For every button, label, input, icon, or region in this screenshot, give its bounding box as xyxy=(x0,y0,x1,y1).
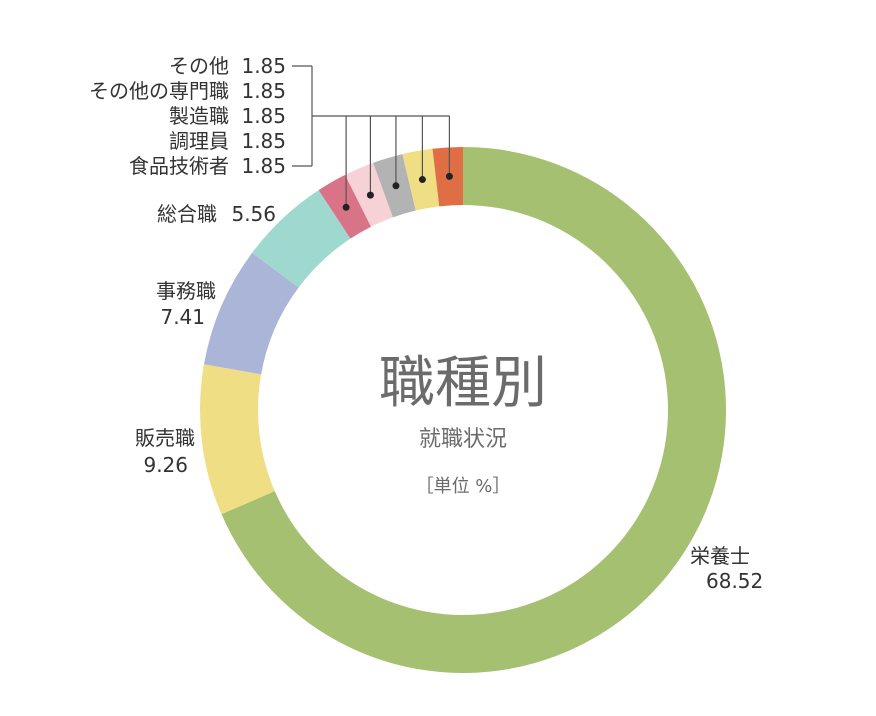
leader-dot-6 xyxy=(392,182,400,190)
slice-label-sonota-senmon: その他の専門職 xyxy=(89,79,229,103)
donut-slices xyxy=(200,147,727,673)
slice-value-sonota: 1.85 xyxy=(241,54,286,78)
slice-value-jimu: 7.41 xyxy=(160,305,205,329)
chart-subtitle: 就職状況 xyxy=(419,427,507,452)
slice-value-hanbai: 9.26 xyxy=(143,453,188,477)
slice-label-seizou: 製造職 xyxy=(169,104,229,128)
slice-label-eiyoushi: 栄養士 xyxy=(690,544,750,568)
slice-label-sougou: 総合職 xyxy=(157,202,217,226)
slice-value-seizou: 1.85 xyxy=(241,104,286,128)
slice-1 xyxy=(200,364,275,515)
leader-dot-5 xyxy=(366,191,374,199)
slice-value-sougou: 5.56 xyxy=(231,202,276,226)
slice-label-shokuhin: 食品技術者 xyxy=(129,154,229,178)
slice-label-jimu: 事務職 xyxy=(156,279,216,303)
leader-lines xyxy=(292,65,453,211)
leader-dot-8 xyxy=(445,172,453,180)
slice-value-shokuhin: 1.85 xyxy=(241,154,286,178)
leader-dot-4 xyxy=(342,203,350,211)
slice-label-chouri: 調理員 xyxy=(169,129,229,153)
slice-label-hanbai: 販売職 xyxy=(135,426,195,450)
chart-unit-label: ［単位 %］ xyxy=(416,476,511,497)
slice-3 xyxy=(252,190,351,288)
slice-2 xyxy=(204,252,299,375)
chart-title: 職種別 xyxy=(379,351,547,416)
slice-value-chouri: 1.85 xyxy=(241,129,286,153)
slice-value-sonota-senmon: 1.85 xyxy=(241,79,286,103)
leader-dot-7 xyxy=(418,176,426,184)
slice-label-sonota: その他 xyxy=(169,54,229,78)
slice-value-eiyoushi: 68.52 xyxy=(706,569,763,593)
